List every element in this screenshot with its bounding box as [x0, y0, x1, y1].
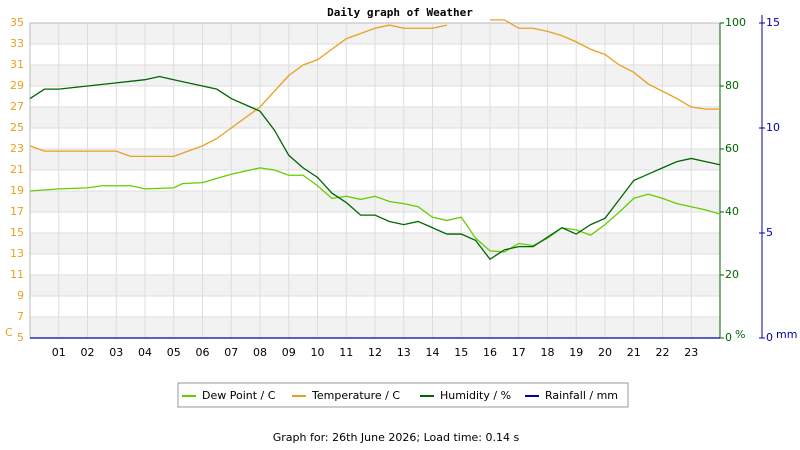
legend-label: Temperature / C	[311, 389, 400, 402]
legend-box	[177, 382, 629, 408]
y-tick-label: 11	[10, 268, 24, 281]
y-tick-label: 35	[10, 16, 24, 29]
y2-tick-label: 20	[725, 268, 739, 281]
series-line	[29, 19, 720, 157]
y-tick-label: 33	[10, 37, 24, 50]
x-tick-label: 17	[512, 346, 526, 359]
x-tick-label: 01	[52, 346, 66, 359]
y-tick-label: 13	[10, 247, 24, 260]
y3-tick-label: 5	[766, 226, 773, 239]
x-tick-label: 22	[656, 346, 670, 359]
y-tick-label: 9	[17, 289, 24, 302]
x-tick-label: 02	[81, 346, 95, 359]
x-tick-label: 11	[339, 346, 353, 359]
y3-tick-label: 10	[766, 121, 780, 134]
y3-unit: mm	[776, 328, 797, 341]
x-tick-label: 07	[224, 346, 238, 359]
y2-tick-label: 60	[725, 142, 739, 155]
x-tick-label: 08	[253, 346, 267, 359]
x-tick-label: 14	[426, 346, 440, 359]
y-unit: C	[5, 326, 13, 339]
x-tick-label: 05	[167, 346, 181, 359]
footer: Graph for: 26th June 2026; Load time: 0.…	[273, 431, 520, 444]
y3-tick-label: 15	[766, 16, 780, 29]
y-tick-label: 15	[10, 226, 24, 239]
y3-tick-label: 0	[766, 331, 773, 344]
x-tick-label: 10	[311, 346, 325, 359]
x-tick-label: 09	[282, 346, 296, 359]
x-tick-label: 19	[569, 346, 583, 359]
x-tick-label: 13	[397, 346, 411, 359]
y-tick-label: 31	[10, 58, 24, 71]
x-tick-label: 12	[368, 346, 382, 359]
y-tick-label: 5	[17, 331, 24, 344]
y-tick-label: 19	[10, 184, 24, 197]
legend-label: Rainfall / mm	[545, 389, 618, 402]
x-tick-label: 18	[541, 346, 555, 359]
y2-tick-label: 0	[725, 331, 732, 344]
y-tick-label: 21	[10, 163, 24, 176]
x-tick-label: 04	[138, 346, 152, 359]
y-tick-label: 23	[10, 142, 24, 155]
x-tick-label: 03	[109, 346, 123, 359]
y2-unit: %	[735, 328, 745, 341]
y2-tick-label: 40	[725, 205, 739, 218]
x-tick-label: 16	[483, 346, 497, 359]
y2-tick-label: 80	[725, 79, 739, 92]
chart-title: Daily graph of Weather	[327, 6, 473, 19]
x-tick-label: 20	[598, 346, 612, 359]
y-tick-label: 29	[10, 79, 24, 92]
y2-tick-label: 100	[725, 16, 746, 29]
series-line	[29, 75, 721, 261]
legend-label: Humidity / %	[440, 389, 511, 402]
x-tick-label: 06	[196, 346, 210, 359]
y-tick-label: 25	[10, 121, 24, 134]
x-tick-label: 21	[627, 346, 641, 359]
y-tick-label: 17	[10, 205, 24, 218]
x-tick-label: 23	[684, 346, 698, 359]
series-line	[29, 167, 721, 253]
y-tick-label: 27	[10, 100, 24, 113]
legend-label: Dew Point / C	[202, 389, 276, 402]
x-tick-label: 15	[454, 346, 468, 359]
y-tick-label: 7	[17, 310, 24, 323]
